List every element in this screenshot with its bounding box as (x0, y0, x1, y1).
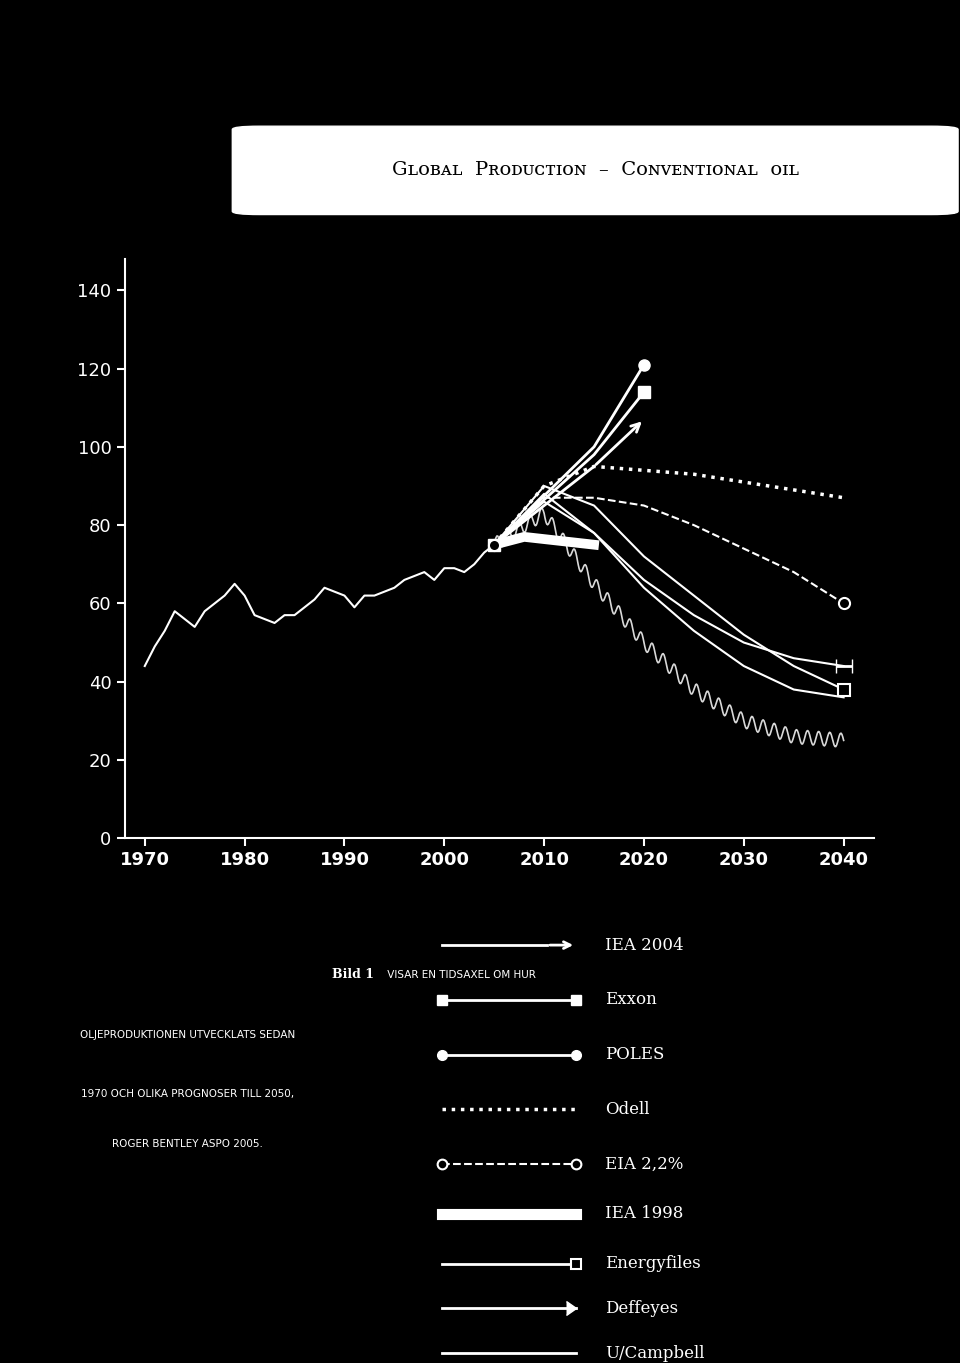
Text: U/Campbell: U/Campbell (605, 1344, 705, 1362)
FancyBboxPatch shape (232, 127, 958, 214)
Text: 1970 OCH OLIKA PROGNOSER TILL 2050,: 1970 OCH OLIKA PROGNOSER TILL 2050, (81, 1089, 294, 1100)
Text: POLES: POLES (605, 1045, 664, 1063)
Text: Odell: Odell (605, 1101, 649, 1118)
Text: IEA 2004: IEA 2004 (605, 936, 684, 954)
Text: EIA 2,2%: EIA 2,2% (605, 1156, 684, 1172)
Text: Bild 1: Bild 1 (332, 969, 374, 981)
Text: Energyfiles: Energyfiles (605, 1255, 701, 1272)
Text: Deffeyes: Deffeyes (605, 1300, 678, 1317)
Text: Gʟᴏʙᴀʟ  Pʀᴏᴅᴜᴄᴛɪᴏɴ  –  Cᴏɴᴠᴇɴᴛɪᴏɴᴀʟ  ᴏɪʟ: Gʟᴏʙᴀʟ Pʀᴏᴅᴜᴄᴛɪᴏɴ – Cᴏɴᴠᴇɴᴛɪᴏɴᴀʟ ᴏɪʟ (392, 161, 799, 180)
Text: Exxon: Exxon (605, 991, 657, 1009)
Text: IEA 1998: IEA 1998 (605, 1205, 684, 1223)
Text: ROGER BENTLEY ASPO 2005.: ROGER BENTLEY ASPO 2005. (111, 1139, 263, 1149)
Text: VISAR EN TIDSAXEL OM HUR: VISAR EN TIDSAXEL OM HUR (384, 970, 536, 980)
Text: OLJEPRODUKTIONEN UTVECKLATS SEDAN: OLJEPRODUKTIONEN UTVECKLATS SEDAN (80, 1029, 295, 1040)
